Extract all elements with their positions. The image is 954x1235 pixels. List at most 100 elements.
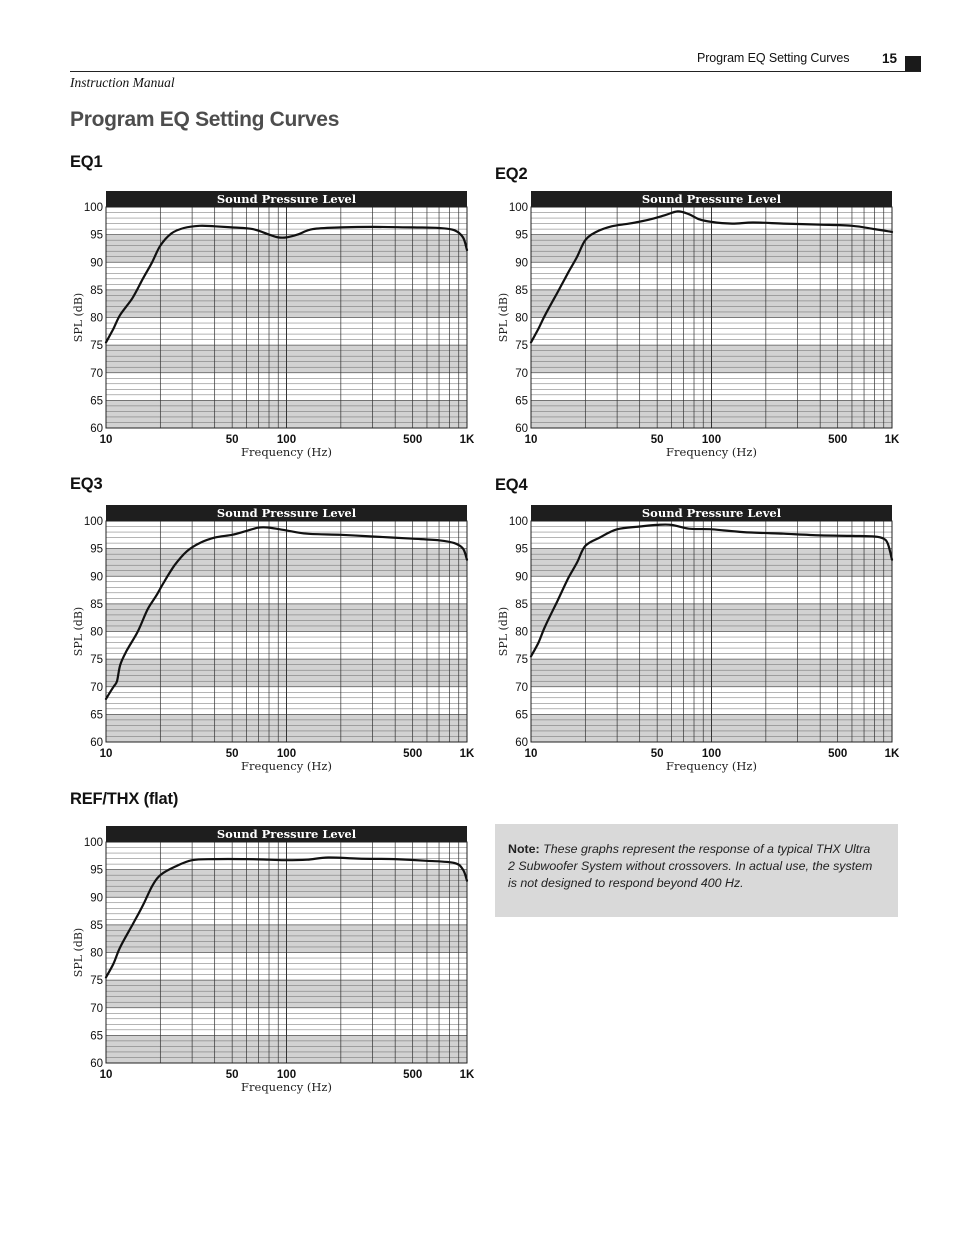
y-axis-label: SPL (dB): [72, 607, 85, 656]
x-tick-label: 1K: [460, 434, 475, 446]
x-tick-label: 10: [100, 1069, 113, 1081]
response-curve: [529, 210, 894, 344]
x-tick-label: 500: [828, 748, 847, 760]
x-tick-label: 100: [277, 434, 296, 446]
chart-title-ref-thx: REF/THX (flat): [70, 790, 179, 808]
y-tick-label: 75: [515, 654, 528, 666]
y-tick-label: 95: [90, 230, 103, 242]
x-tick-label: 500: [403, 434, 422, 446]
y-tick-label: 60: [90, 423, 103, 435]
note-body: These graphs represent the response of a…: [508, 842, 873, 890]
y-tick-label: 80: [90, 948, 103, 960]
chart-title-eq1: EQ1: [70, 153, 103, 171]
y-tick-label: 65: [515, 395, 528, 407]
x-tick-label: 50: [226, 748, 239, 760]
response-curve: [104, 526, 469, 700]
y-tick-label: 75: [90, 654, 103, 666]
x-axis-label: Frequency (Hz): [666, 759, 757, 773]
x-tick-label: 1K: [460, 748, 475, 760]
y-tick-label: 85: [90, 599, 103, 611]
y-tick-label: 65: [90, 395, 103, 407]
x-tick-label: 1K: [885, 748, 900, 760]
y-axis-label: SPL (dB): [72, 293, 85, 342]
y-tick-label: 75: [90, 340, 103, 352]
response-curve: [104, 224, 469, 344]
x-tick-label: 500: [403, 748, 422, 760]
y-tick-label: 95: [515, 544, 528, 556]
y-tick-label: 70: [515, 368, 528, 380]
y-tick-label: 70: [515, 682, 528, 694]
note-text-block: Note: These graphs represent the respons…: [508, 841, 880, 892]
chart-eq4: Sound Pressure Level10095908580757065601…: [497, 505, 900, 773]
x-tick-label: 10: [100, 434, 113, 446]
y-tick-label: 80: [90, 627, 103, 639]
x-axis-label: Frequency (Hz): [241, 445, 332, 459]
x-tick-label: 10: [525, 434, 538, 446]
x-tick-label: 1K: [460, 1069, 475, 1081]
y-axis-label: SPL (dB): [497, 607, 510, 656]
y-tick-label: 80: [515, 627, 528, 639]
chart-title-eq4: EQ4: [495, 476, 528, 494]
y-tick-label: 70: [90, 1003, 103, 1015]
y-tick-label: 65: [515, 709, 528, 721]
y-axis-label: SPL (dB): [497, 293, 510, 342]
y-tick-label: 95: [90, 865, 103, 877]
y-tick-label: 100: [509, 202, 528, 214]
y-tick-label: 75: [90, 975, 103, 987]
x-axis-label: Frequency (Hz): [666, 445, 757, 459]
x-tick-label: 50: [226, 434, 239, 446]
x-tick-label: 50: [651, 434, 664, 446]
x-tick-label: 500: [403, 1069, 422, 1081]
x-tick-label: 100: [277, 748, 296, 760]
chart-eq1: Sound Pressure Level10095908580757065601…: [72, 191, 475, 459]
y-tick-label: 60: [515, 737, 528, 749]
chart-eq3: Sound Pressure Level10095908580757065601…: [72, 505, 475, 773]
y-tick-label: 90: [515, 257, 528, 269]
y-tick-label: 70: [90, 682, 103, 694]
x-tick-label: 100: [277, 1069, 296, 1081]
y-tick-label: 90: [90, 892, 103, 904]
response-curve: [104, 856, 469, 979]
y-axis-label: SPL (dB): [72, 928, 85, 977]
note-label: Note:: [508, 842, 540, 856]
x-tick-label: 100: [702, 748, 721, 760]
title-banner: [531, 191, 892, 207]
running-header-title: Program EQ Setting Curves: [697, 51, 850, 65]
x-axis-label: Frequency (Hz): [241, 759, 332, 773]
y-tick-label: 95: [515, 230, 528, 242]
chart-title-eq2: EQ2: [495, 165, 528, 183]
chart-title-eq3: EQ3: [70, 475, 103, 493]
chart-banner-title: Sound Pressure Level: [217, 192, 357, 206]
chart-eq2: Sound Pressure Level10095908580757065601…: [497, 191, 900, 459]
chart-banner-title: Sound Pressure Level: [642, 192, 782, 206]
x-tick-label: 100: [702, 434, 721, 446]
title-banner: [106, 505, 467, 521]
x-axis-label: Frequency (Hz): [241, 1080, 332, 1094]
page-marker-block: [905, 56, 921, 72]
x-tick-label: 10: [525, 748, 538, 760]
page-title: Program EQ Setting Curves: [70, 108, 340, 131]
x-tick-label: 500: [828, 434, 847, 446]
y-tick-label: 85: [515, 599, 528, 611]
y-tick-label: 90: [90, 257, 103, 269]
title-banner: [106, 826, 467, 842]
note-box: Note: These graphs represent the respons…: [495, 824, 898, 917]
chart-banner-title: Sound Pressure Level: [217, 506, 357, 520]
y-tick-label: 75: [515, 340, 528, 352]
y-tick-label: 80: [515, 313, 528, 325]
x-tick-label: 1K: [885, 434, 900, 446]
header-rule: [70, 71, 920, 72]
y-tick-label: 100: [84, 516, 103, 528]
y-tick-label: 85: [515, 285, 528, 297]
chart-banner-title: Sound Pressure Level: [642, 506, 782, 520]
page-number: 15: [882, 51, 898, 66]
x-tick-label: 10: [100, 748, 113, 760]
y-tick-label: 95: [90, 544, 103, 556]
y-tick-label: 80: [90, 313, 103, 325]
y-tick-label: 90: [515, 571, 528, 583]
y-tick-label: 60: [90, 737, 103, 749]
chart-banner-title: Sound Pressure Level: [217, 827, 357, 841]
chart-ref-thx: Sound Pressure Level10095908580757065601…: [72, 826, 475, 1094]
response-curve: [529, 523, 894, 658]
y-tick-label: 60: [90, 1058, 103, 1070]
